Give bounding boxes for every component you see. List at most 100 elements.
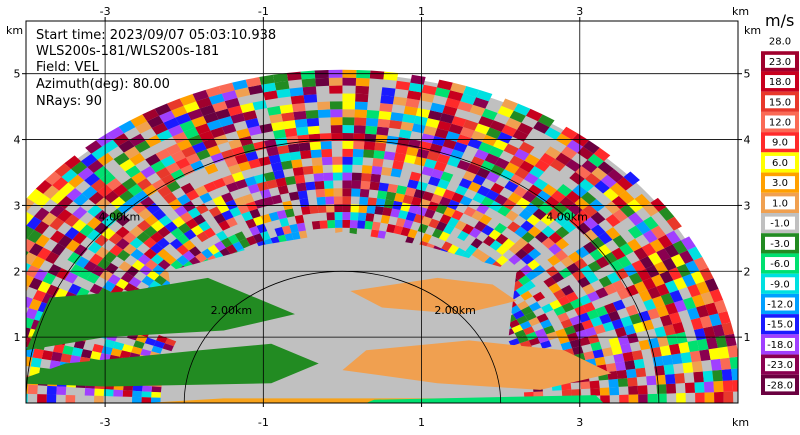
gate-cell	[151, 122, 168, 135]
gate-cell	[371, 221, 381, 231]
colorbar-label: 23.0	[769, 57, 791, 68]
gate-cell	[555, 328, 567, 338]
gate-cell	[263, 171, 276, 182]
gate-cell	[49, 217, 65, 231]
gate-cell	[633, 247, 649, 261]
gate-cell	[319, 220, 328, 229]
gate-cell	[206, 145, 221, 157]
gate-cell	[166, 98, 184, 111]
gate-cell	[472, 97, 489, 109]
gate-cell	[421, 84, 437, 95]
gate-cell	[28, 298, 42, 311]
gate-cell	[643, 298, 657, 311]
gate-cell	[218, 82, 235, 94]
gate-cell	[156, 237, 170, 249]
gate-cell	[351, 188, 361, 197]
gate-cell	[689, 350, 702, 363]
gate-cell	[0, 250, 6, 264]
gate-cell	[73, 244, 88, 257]
gate-cell	[586, 291, 600, 302]
gate-cell	[46, 394, 57, 403]
gate-cell	[380, 214, 391, 224]
gate-cell	[170, 227, 184, 239]
gate-cell	[447, 244, 459, 255]
gate-cell	[263, 138, 277, 149]
range-rings: 2.00km 2.00km 4.00km 4.00km	[25, 139, 660, 404]
gate-cell	[604, 201, 621, 215]
gate-cell	[85, 140, 102, 154]
gate-cell	[585, 272, 599, 284]
gate-cell	[471, 130, 486, 142]
gate-cell	[77, 167, 94, 181]
gate-cell	[533, 391, 544, 398]
gate-cell	[578, 336, 591, 346]
gate-cell	[272, 72, 289, 83]
gate-cell	[325, 196, 335, 205]
gate-cell	[143, 225, 158, 238]
gate-cell	[28, 277, 43, 290]
gate-cell	[507, 221, 521, 233]
gate-cell	[582, 204, 598, 218]
gate-cell	[170, 169, 186, 181]
gate-cell	[131, 171, 147, 184]
gate-cell	[700, 291, 715, 305]
colorbar-label: 3.0	[772, 178, 788, 189]
gate-cell	[478, 141, 493, 154]
gate-cell	[626, 332, 639, 344]
gate-cell	[594, 180, 610, 194]
gate-cell	[619, 394, 629, 403]
gate-cell	[372, 158, 384, 167]
gate-cell	[524, 153, 540, 167]
gate-cell	[628, 272, 643, 285]
gate-cell	[554, 249, 569, 262]
gate-cell	[141, 385, 153, 392]
gate-cell	[593, 147, 611, 162]
gate-cell	[4, 344, 16, 355]
gate-cell	[342, 156, 353, 165]
gate-cell	[129, 237, 144, 249]
gate-cell	[92, 343, 104, 353]
gate-cell	[56, 386, 67, 395]
gate-cell	[152, 208, 167, 221]
gate-cell	[273, 129, 287, 139]
gate-cell	[513, 103, 531, 116]
gate-cell	[441, 241, 453, 252]
gate-cell	[578, 178, 595, 192]
gate-cell	[599, 387, 610, 396]
gate-cell	[508, 319, 520, 329]
y-tick-label-left: 5	[14, 68, 21, 81]
gate-cell	[0, 373, 10, 383]
gate-cell	[533, 178, 548, 191]
gate-cell	[427, 201, 440, 212]
gate-cell	[628, 394, 639, 403]
colorbar-label: -15.0	[767, 320, 793, 331]
gate-cell	[288, 191, 300, 201]
gate-cell	[241, 211, 253, 222]
gate-cell	[245, 77, 262, 88]
gate-cell	[101, 345, 113, 355]
gate-cell	[427, 110, 443, 121]
gate-cell	[321, 156, 333, 166]
gate-cell	[369, 70, 385, 80]
gate-cell	[35, 234, 50, 248]
gate-cell	[177, 222, 191, 234]
gate-cell	[355, 85, 370, 95]
gate-cell	[37, 281, 51, 294]
gate-cell	[64, 155, 81, 169]
gate-cell	[480, 160, 495, 172]
gate-cell	[642, 229, 658, 244]
gate-cell	[666, 333, 679, 346]
gate-cell	[594, 356, 606, 366]
gate-cell	[454, 220, 467, 231]
gate-cell	[374, 142, 387, 152]
gate-cell	[69, 264, 84, 276]
gate-cell	[9, 374, 19, 384]
gate-cell	[520, 290, 533, 301]
gate-cell	[136, 178, 152, 191]
gate-cell	[3, 217, 18, 231]
gate-cell	[687, 340, 700, 352]
gate-cell	[103, 251, 117, 263]
gate-cell	[605, 214, 621, 228]
gate-cell	[218, 220, 231, 231]
gate-cell	[65, 239, 81, 252]
